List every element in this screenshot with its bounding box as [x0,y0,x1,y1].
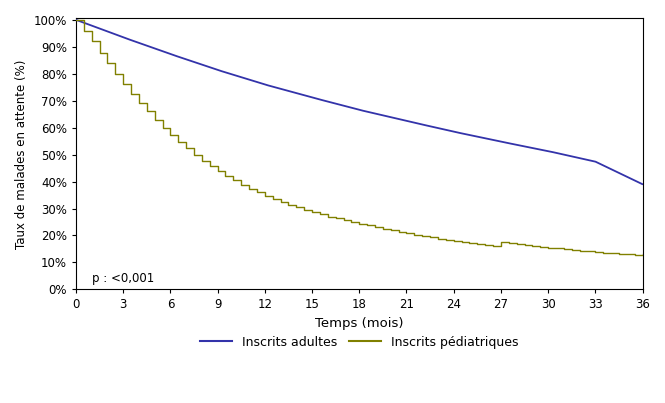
X-axis label: Temps (mois): Temps (mois) [315,317,404,330]
Y-axis label: Taux de malades en attente (%): Taux de malades en attente (%) [15,59,28,249]
Legend: Inscrits adultes, Inscrits pédiatriques: Inscrits adultes, Inscrits pédiatriques [196,330,523,353]
Text: p : <0,001: p : <0,001 [92,272,154,285]
